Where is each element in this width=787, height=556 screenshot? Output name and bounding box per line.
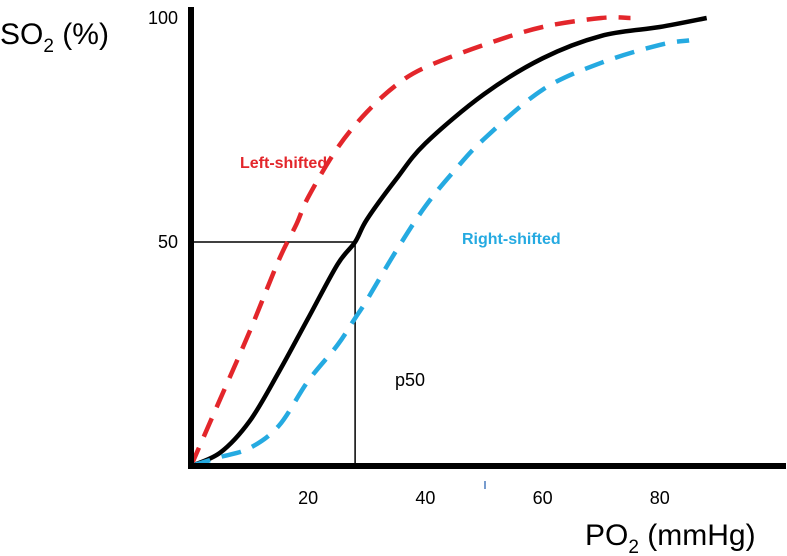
- series-layer: [188, 15, 708, 469]
- y-axis-label-main: SO: [0, 18, 43, 51]
- series-normal-line: [190, 15, 708, 469]
- right-shifted-label: Right-shifted: [462, 231, 561, 248]
- y-tick-label: 100: [148, 8, 178, 28]
- x-tick-label: 80: [650, 488, 670, 508]
- x-axis-label-rest: (mmHg): [639, 519, 756, 552]
- x-axis-label: PO2 (mmHg): [585, 519, 756, 556]
- y-axis-label-rest: (%): [54, 18, 109, 51]
- y-axis-label: SO2 (%): [0, 18, 109, 57]
- x-tick-label: 40: [415, 488, 435, 508]
- p50-label: p50: [395, 370, 425, 390]
- left-shifted-label: Left-shifted: [240, 155, 327, 172]
- series-left-shifted-line: [188, 15, 631, 467]
- x-tick-label: 20: [298, 488, 318, 508]
- y-tick-label: 50: [158, 232, 178, 252]
- y-axis-label-sub: 2: [43, 36, 54, 57]
- x-axis-label-sub: 2: [628, 537, 639, 556]
- x-axis-label-main: PO: [585, 519, 628, 552]
- tick-layer: 20 40 60 80 50 100: [148, 8, 670, 508]
- x-tick-label: 60: [533, 488, 553, 508]
- series-right-shifted-line: [190, 38, 690, 469]
